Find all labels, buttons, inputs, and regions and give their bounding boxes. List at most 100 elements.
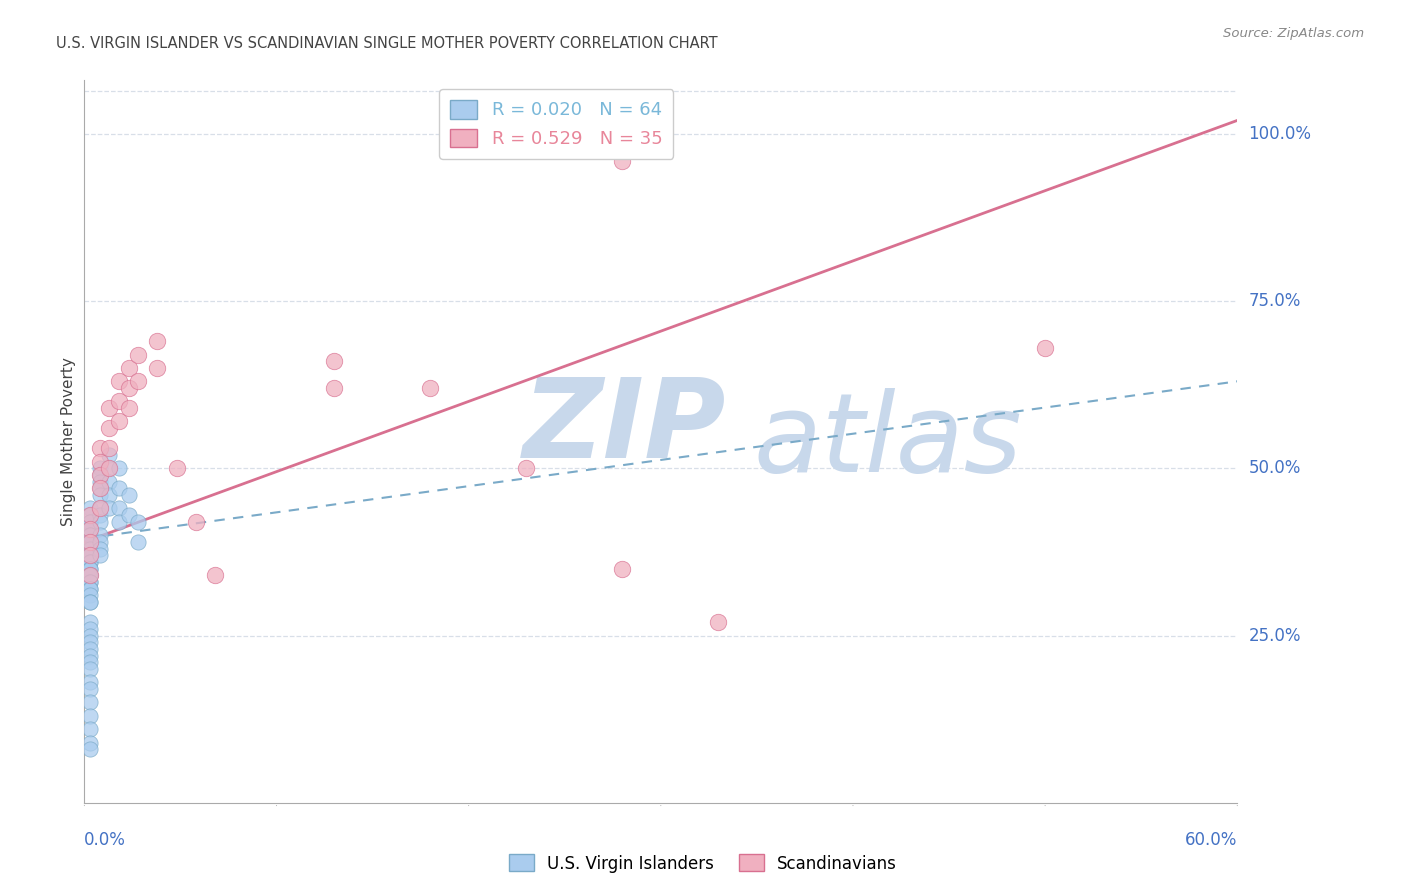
Point	[79, 508, 101, 523]
Point	[108, 414, 131, 429]
Point	[79, 555, 101, 569]
Point	[79, 515, 101, 529]
Point	[79, 622, 101, 636]
Point	[146, 361, 169, 376]
Point	[108, 394, 131, 409]
Point	[79, 568, 101, 582]
Point	[79, 635, 101, 649]
Point	[89, 541, 111, 556]
Point	[89, 467, 111, 482]
Point	[117, 401, 139, 416]
Point	[79, 534, 101, 549]
Point	[612, 153, 634, 168]
Point	[89, 482, 111, 496]
Point	[204, 568, 226, 582]
Point	[79, 575, 101, 590]
Point	[79, 568, 101, 582]
Point	[127, 375, 149, 389]
Point	[79, 655, 101, 669]
Point	[79, 515, 101, 529]
Point	[79, 555, 101, 569]
Point	[419, 381, 441, 395]
Point	[89, 488, 111, 502]
Point	[89, 455, 111, 469]
Point	[79, 595, 101, 609]
Point	[117, 508, 139, 523]
Point	[79, 562, 101, 576]
Point	[79, 589, 101, 603]
Point	[127, 348, 149, 362]
Point	[79, 582, 101, 596]
Point	[79, 521, 101, 535]
Point	[89, 508, 111, 523]
Point	[323, 381, 346, 395]
Point	[79, 681, 101, 696]
Point	[89, 548, 111, 563]
Point	[79, 615, 101, 630]
Text: atlas: atlas	[754, 388, 1022, 495]
Point	[79, 568, 101, 582]
Point	[707, 615, 730, 630]
Point	[79, 575, 101, 590]
Point	[98, 488, 121, 502]
Point	[79, 742, 101, 756]
Point	[98, 421, 121, 435]
Text: 60.0%: 60.0%	[1185, 830, 1237, 848]
Point	[89, 467, 111, 482]
Point	[98, 501, 121, 516]
Point	[117, 361, 139, 376]
Point	[79, 501, 101, 516]
Point	[1033, 341, 1056, 355]
Point	[79, 528, 101, 542]
Point	[323, 354, 346, 368]
Text: Source: ZipAtlas.com: Source: ZipAtlas.com	[1223, 27, 1364, 40]
Point	[98, 475, 121, 489]
Point	[89, 501, 111, 516]
Y-axis label: Single Mother Poverty: Single Mother Poverty	[60, 357, 76, 526]
Point	[98, 448, 121, 462]
Point	[108, 461, 131, 475]
Text: 0.0%: 0.0%	[84, 830, 127, 848]
Point	[146, 334, 169, 349]
Point	[98, 401, 121, 416]
Point	[98, 442, 121, 455]
Point	[89, 501, 111, 516]
Point	[89, 461, 111, 475]
Point	[166, 461, 188, 475]
Point	[89, 534, 111, 549]
Point	[89, 482, 111, 496]
Legend: R = 0.020   N = 64, R = 0.529   N = 35: R = 0.020 N = 64, R = 0.529 N = 35	[439, 89, 673, 159]
Point	[79, 628, 101, 642]
Point	[89, 528, 111, 542]
Point	[79, 582, 101, 596]
Text: 100.0%: 100.0%	[1249, 125, 1312, 143]
Point	[79, 696, 101, 710]
Point	[79, 675, 101, 690]
Point	[79, 662, 101, 676]
Point	[515, 461, 537, 475]
Point	[79, 723, 101, 737]
Point	[89, 442, 111, 455]
Point	[127, 515, 149, 529]
Legend: U.S. Virgin Islanders, Scandinavians: U.S. Virgin Islanders, Scandinavians	[502, 847, 904, 880]
Text: 25.0%: 25.0%	[1249, 626, 1301, 645]
Point	[108, 501, 131, 516]
Point	[89, 475, 111, 489]
Point	[79, 562, 101, 576]
Point	[108, 482, 131, 496]
Point	[79, 548, 101, 563]
Point	[108, 375, 131, 389]
Point	[79, 642, 101, 657]
Point	[108, 515, 131, 529]
Point	[79, 541, 101, 556]
Point	[98, 461, 121, 475]
Text: ZIP: ZIP	[523, 374, 725, 481]
Text: U.S. VIRGIN ISLANDER VS SCANDINAVIAN SINGLE MOTHER POVERTY CORRELATION CHART: U.S. VIRGIN ISLANDER VS SCANDINAVIAN SIN…	[56, 36, 718, 51]
Point	[79, 708, 101, 723]
Point	[79, 528, 101, 542]
Text: 75.0%: 75.0%	[1249, 292, 1301, 310]
Point	[79, 648, 101, 663]
Point	[98, 461, 121, 475]
Point	[79, 548, 101, 563]
Point	[612, 562, 634, 576]
